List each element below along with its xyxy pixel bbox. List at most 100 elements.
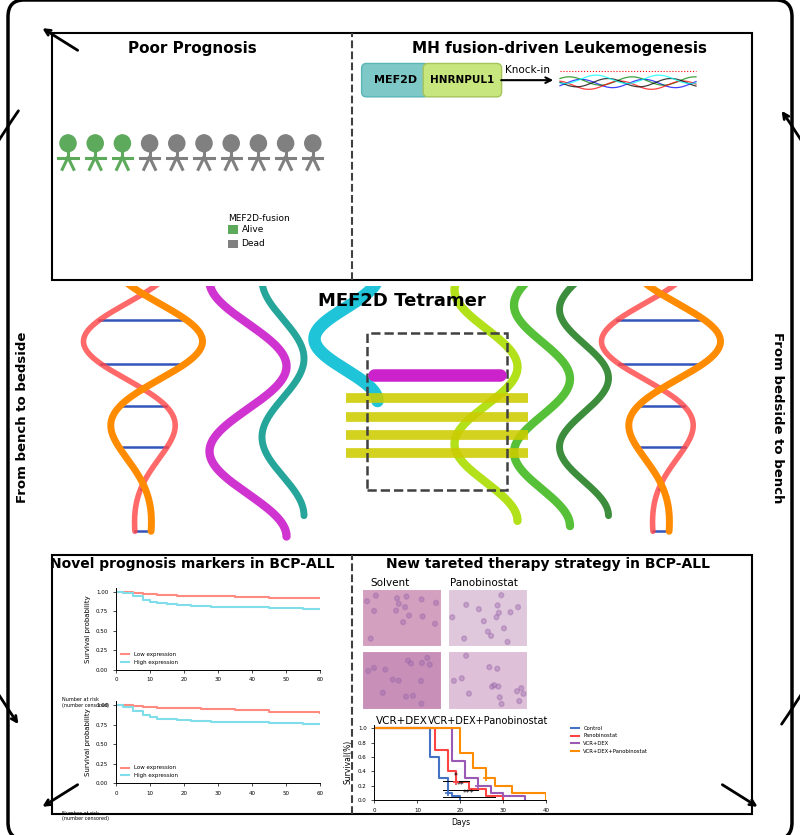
- Line: Control: Control: [374, 728, 461, 800]
- Control: [434, 773, 444, 783]
- Panobinostat: [430, 745, 439, 755]
- Circle shape: [418, 678, 423, 683]
- Circle shape: [487, 665, 492, 670]
- Line: High expression: High expression: [116, 706, 320, 724]
- Control: [370, 723, 379, 733]
- Text: HNRNPUL1: HNRNPUL1: [430, 75, 494, 85]
- Circle shape: [450, 615, 454, 620]
- Circle shape: [365, 599, 370, 604]
- Circle shape: [499, 593, 504, 598]
- Circle shape: [434, 600, 438, 605]
- Circle shape: [495, 603, 500, 608]
- Control: [447, 792, 457, 802]
- Low expression: [315, 708, 325, 718]
- High expression: [146, 712, 155, 722]
- Circle shape: [462, 636, 466, 641]
- FancyBboxPatch shape: [448, 651, 528, 710]
- High expression: [118, 702, 127, 712]
- High expression: [315, 604, 325, 614]
- FancyBboxPatch shape: [228, 225, 238, 234]
- Text: MEF2D Tetramer: MEF2D Tetramer: [318, 292, 486, 310]
- VCR+DEX: [520, 795, 530, 805]
- Text: New tareted therapy strategy in BCP-ALL: New tareted therapy strategy in BCP-ALL: [386, 557, 710, 570]
- Low expression: [128, 701, 138, 711]
- Low expression: [230, 705, 240, 715]
- Circle shape: [494, 615, 499, 620]
- Y-axis label: Survival probability: Survival probability: [85, 708, 90, 777]
- Circle shape: [427, 662, 432, 667]
- Circle shape: [396, 678, 401, 683]
- Panobinostat: [413, 723, 422, 733]
- Text: Panobinostat: Panobinostat: [450, 578, 518, 588]
- Circle shape: [521, 691, 526, 696]
- Circle shape: [406, 613, 411, 618]
- High expression: [230, 602, 240, 612]
- Panobinostat: [442, 767, 452, 777]
- Line: Low expression: Low expression: [116, 706, 320, 713]
- Low expression: [264, 706, 274, 716]
- Circle shape: [381, 691, 386, 696]
- VCR+DEX+Panobinostat: [482, 773, 491, 783]
- Control: [426, 752, 435, 762]
- Circle shape: [250, 135, 266, 152]
- VCR+DEX: [498, 792, 508, 802]
- FancyBboxPatch shape: [52, 33, 752, 280]
- High expression: [146, 597, 155, 607]
- VCR+DEX+Panobinostat: [490, 781, 499, 791]
- Low expression: [111, 587, 121, 597]
- Circle shape: [490, 684, 494, 689]
- Low expression: [196, 591, 206, 601]
- Y-axis label: Survival(%): Survival(%): [343, 741, 353, 784]
- High expression: [173, 600, 182, 610]
- High expression: [173, 715, 182, 725]
- Text: MEF2D-fusion: MEF2D-fusion: [228, 215, 290, 223]
- Circle shape: [425, 655, 430, 660]
- Low expression: [298, 707, 308, 717]
- High expression: [264, 718, 274, 728]
- High expression: [111, 587, 121, 597]
- VCR+DEX+Panobinostat: [507, 787, 517, 797]
- Circle shape: [394, 595, 399, 600]
- Low expression: [138, 589, 148, 599]
- X-axis label: Days: Days: [451, 818, 470, 827]
- Panobinostat: [498, 795, 508, 805]
- FancyBboxPatch shape: [228, 240, 238, 248]
- FancyBboxPatch shape: [362, 651, 442, 710]
- High expression: [298, 604, 308, 614]
- Control: [456, 795, 466, 805]
- Circle shape: [305, 135, 321, 152]
- Low expression: [196, 704, 206, 714]
- Text: Number at risk
(number censored): Number at risk (number censored): [62, 811, 109, 822]
- FancyBboxPatch shape: [362, 63, 429, 97]
- VCR+DEX+Panobinostat: [542, 795, 551, 805]
- VCR+DEX+Panobinostat: [370, 723, 379, 733]
- Text: Poor Prognosis: Poor Prognosis: [128, 41, 256, 56]
- Text: Dead: Dead: [242, 240, 266, 248]
- Circle shape: [464, 653, 469, 658]
- Circle shape: [499, 701, 504, 706]
- Circle shape: [368, 636, 373, 641]
- Circle shape: [397, 601, 402, 606]
- VCR+DEX+Panobinostat: [438, 723, 448, 733]
- High expression: [162, 714, 172, 724]
- Circle shape: [492, 683, 497, 688]
- Text: VCR+DEX: VCR+DEX: [376, 716, 427, 726]
- Legend: Low expression, High expression: Low expression, High expression: [118, 763, 180, 781]
- Circle shape: [142, 135, 158, 152]
- Circle shape: [401, 620, 406, 625]
- Circle shape: [394, 608, 398, 613]
- Circle shape: [410, 693, 415, 698]
- Circle shape: [496, 684, 501, 689]
- Circle shape: [489, 633, 494, 638]
- Circle shape: [402, 605, 407, 610]
- FancyBboxPatch shape: [423, 63, 502, 97]
- Low expression: [173, 703, 182, 713]
- Text: Solvent: Solvent: [370, 578, 410, 588]
- Circle shape: [223, 135, 239, 152]
- Line: Low expression: Low expression: [116, 592, 320, 598]
- Circle shape: [502, 625, 506, 630]
- VCR+DEX: [447, 756, 457, 766]
- Circle shape: [419, 701, 424, 706]
- Low expression: [152, 590, 162, 600]
- Line: VCR+DEX+Panobinostat: VCR+DEX+Panobinostat: [374, 728, 546, 800]
